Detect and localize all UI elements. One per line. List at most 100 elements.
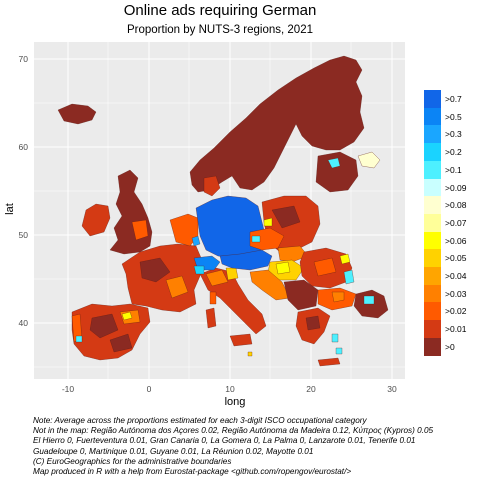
region-baltic-cyan	[327, 157, 341, 169]
legend-swatch	[424, 160, 441, 179]
legend-label: >0.7	[445, 94, 462, 104]
x-tick-label: 20	[306, 384, 316, 394]
legend-label: >0.08	[445, 200, 467, 211]
x-tick-label: 30	[387, 384, 397, 394]
y-tick-label: 40	[18, 318, 28, 328]
legend-swatch	[424, 231, 441, 250]
y-axis-label: lat	[4, 203, 16, 215]
map-regions	[57, 55, 389, 367]
legend-label: >0.5	[445, 111, 462, 122]
region-sardinia	[205, 307, 217, 329]
legend-label: >0.1	[445, 164, 462, 175]
x-tick-label: -10	[61, 384, 75, 394]
legend-swatch	[424, 125, 441, 144]
region-france-orange	[165, 275, 189, 299]
legend-item: >0.7	[424, 90, 480, 108]
region-greek-islands-cyan	[331, 333, 339, 343]
region-france	[121, 243, 203, 313]
region-estonia-light	[357, 151, 381, 169]
note-line: Guadeloupe 0, Martinique 0.01, Guyane 0.…	[33, 446, 314, 456]
legend-item: >0.08	[424, 196, 480, 215]
legend-label: >0.01	[445, 324, 467, 335]
note-line: (C) EuroGeographics for the administrati…	[33, 456, 232, 466]
legend-label: >0.07	[445, 217, 467, 228]
region-balkans	[283, 279, 319, 311]
region-greece-dark	[305, 315, 321, 331]
region-scandinavia	[189, 55, 365, 193]
legend-label: >0.3	[445, 129, 462, 140]
legend-item: >0.02	[424, 302, 480, 321]
legend-label: >0.09	[445, 182, 467, 193]
legend-item: >0.03	[424, 284, 480, 303]
legend-swatch	[424, 337, 441, 356]
region-slovenia-croatia	[249, 269, 291, 301]
legend-label: >0.02	[445, 306, 467, 317]
legend-item: >0.5	[424, 107, 480, 126]
region-iceland	[57, 103, 97, 125]
legend-label: >0.2	[445, 147, 462, 158]
region-ireland	[81, 203, 111, 237]
region-germany	[195, 195, 267, 259]
region-austria	[219, 249, 273, 271]
y-tick-label: 70	[18, 54, 28, 64]
region-corsica	[209, 291, 217, 305]
legend-item: >0.06	[424, 231, 480, 250]
region-slovakia	[277, 245, 309, 263]
region-denmark	[203, 175, 221, 197]
legend-swatch	[424, 107, 441, 126]
legend-item: >0.01	[424, 320, 480, 339]
map-notes: Note: Average across the proportions est…	[33, 416, 478, 477]
legend-swatch	[424, 143, 441, 162]
region-italy-north-orange	[205, 269, 229, 287]
legend-item: >0.07	[424, 213, 480, 232]
x-tick-label: 10	[225, 384, 235, 394]
region-swiss-cyan	[193, 265, 205, 275]
region-romania-cyan	[343, 269, 355, 285]
region-italy-yellow	[225, 267, 239, 281]
region-romania-yellow	[339, 253, 351, 265]
region-malta	[247, 351, 253, 357]
region-czechia-cyan	[251, 235, 261, 243]
legend-item: >0.05	[424, 249, 480, 268]
region-bulgaria-orange	[331, 291, 345, 303]
legend-item: >0.1	[424, 160, 480, 179]
note-line: Not in the map: Região Autónoma dos Açor…	[33, 426, 434, 436]
region-sicily	[229, 333, 253, 347]
legend-item: >0.04	[424, 267, 480, 285]
region-crete	[317, 357, 341, 367]
legend-label: >0.06	[445, 235, 467, 246]
legend-swatch	[424, 90, 441, 108]
region-iberia-dark2	[109, 333, 133, 353]
y-tick-label: 50	[18, 230, 28, 240]
legend-swatch	[424, 249, 441, 268]
region-france-dark	[139, 257, 171, 283]
x-tick-label: 0	[146, 384, 152, 394]
legend-swatch	[424, 267, 441, 285]
legend-item: >0.2	[424, 143, 480, 162]
legend-item: >0.3	[424, 125, 480, 144]
region-iberia-yellow	[121, 311, 133, 321]
legend-item: >0.09	[424, 178, 480, 197]
y-tick-label: 60	[18, 142, 28, 152]
legend-label: >0.03	[445, 288, 467, 299]
note-line: Map produced in R with a help from Euros…	[33, 467, 352, 477]
region-baltic	[315, 151, 359, 193]
legend-swatch	[424, 178, 441, 197]
legend-swatch	[424, 284, 441, 303]
region-hungary-yellow	[275, 261, 291, 275]
legend-swatch	[424, 320, 441, 339]
note-line: El Hierro 0, Fuerteventura 0.01, Gran Ca…	[33, 436, 416, 446]
legend-swatch	[424, 196, 441, 215]
legend-swatch	[424, 302, 441, 321]
region-iberia-dark	[89, 313, 119, 339]
legend-swatch	[424, 213, 441, 232]
x-axis-label: long	[224, 396, 246, 408]
map-subtitle: Proportion by NUTS-3 regions, 2021	[126, 24, 313, 36]
region-iberia-cyan	[75, 335, 83, 343]
region-poland-yellow	[263, 217, 273, 227]
legend-label: >0	[445, 341, 455, 352]
region-east-cyan	[363, 295, 375, 305]
region-romania-orange	[313, 257, 337, 277]
legend-label: >0.04	[445, 271, 467, 281]
legend-item: >0	[424, 337, 480, 356]
